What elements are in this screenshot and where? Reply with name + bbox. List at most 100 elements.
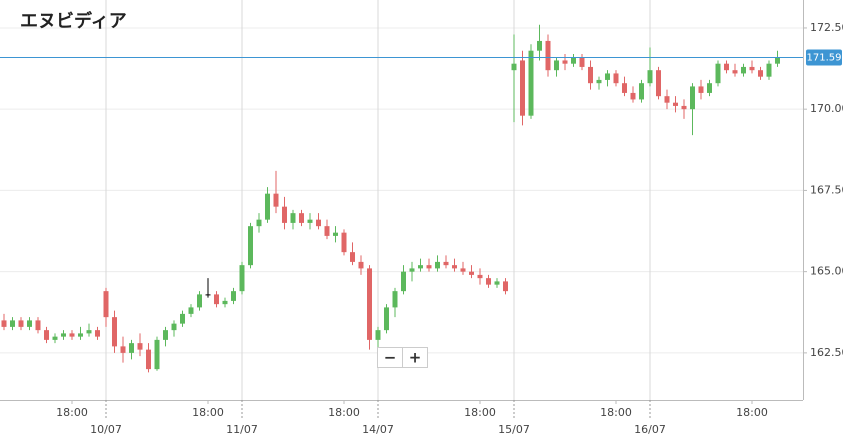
- candle-body: [205, 294, 211, 296]
- candle-body: [256, 219, 262, 227]
- y-tick-label: 172.50: [810, 21, 843, 34]
- candle-body: [95, 330, 100, 337]
- x-tick-label: 11/07: [226, 423, 258, 436]
- candle-body: [477, 274, 483, 279]
- candle-body: [681, 105, 687, 110]
- candle-body: [452, 265, 457, 269]
- candle-body: [188, 307, 194, 314]
- candle-body: [554, 60, 559, 71]
- candle-body: [239, 265, 245, 292]
- candle-body: [545, 40, 551, 71]
- candle-body: [741, 66, 746, 74]
- candle-body: [673, 102, 678, 106]
- candle-body: [460, 268, 466, 272]
- candle-body: [613, 73, 619, 84]
- y-tick-label: 170.00: [810, 102, 843, 115]
- candle-body: [52, 336, 58, 340]
- candle-body: [214, 294, 219, 305]
- candle-body: [494, 281, 500, 285]
- candle-body: [537, 40, 542, 51]
- candle-body: [571, 57, 576, 64]
- candle-body: [129, 343, 134, 353]
- candle-body: [341, 232, 347, 253]
- candle-body: [715, 63, 721, 84]
- candle-body: [656, 70, 661, 97]
- candle-body: [690, 86, 695, 110]
- candle-body: [520, 60, 525, 116]
- candle-body: [469, 271, 474, 275]
- y-tick-label: 165.00: [810, 265, 843, 278]
- candle-body: [775, 57, 780, 64]
- candle-body: [120, 346, 126, 353]
- candle-body: [265, 193, 270, 220]
- candle-body: [511, 63, 517, 71]
- candle-body: [707, 83, 712, 93]
- candle-body: [401, 271, 406, 292]
- candle-body: [375, 330, 381, 340]
- plot: [0, 0, 803, 400]
- x-tick-label: 18:00: [328, 406, 360, 419]
- candle-body: [61, 333, 66, 337]
- candle-body: [664, 96, 670, 103]
- candle-body: [384, 307, 389, 331]
- candle-body: [69, 333, 75, 337]
- candle-body: [299, 213, 304, 223]
- candle-body: [596, 79, 602, 84]
- candle-body: [35, 320, 41, 331]
- candle-body: [367, 268, 372, 340]
- candle-body: [588, 66, 593, 84]
- last-price-box: [806, 49, 842, 66]
- candle-body: [197, 294, 202, 308]
- candle-body: [435, 261, 440, 269]
- candle-body: [1, 320, 7, 327]
- candle-body: [333, 232, 338, 236]
- candle-body: [698, 86, 704, 93]
- candle-body: [579, 57, 585, 67]
- y-tick-label: 167.50: [810, 183, 843, 196]
- candle-body: [724, 63, 729, 71]
- candle-body: [766, 63, 772, 77]
- x-tick-label: 18:00: [56, 406, 88, 419]
- zoom-controls: − +: [377, 347, 428, 368]
- candle-body: [290, 213, 296, 223]
- x-tick-label: 18:00: [192, 406, 224, 419]
- candle-body: [231, 291, 236, 301]
- x-tick-label: 18:00: [464, 406, 496, 419]
- candle-body: [222, 300, 228, 305]
- x-tick-label: 10/07: [90, 423, 122, 436]
- candle-body: [443, 261, 449, 266]
- candle-body: [316, 219, 321, 227]
- candle-body: [86, 330, 92, 334]
- candle-body: [137, 343, 143, 350]
- candle-body: [282, 206, 287, 223]
- candle-body: [418, 265, 423, 269]
- candle-body: [486, 278, 491, 285]
- candle-body: [248, 226, 253, 266]
- candle-body: [758, 70, 763, 77]
- candle-body: [112, 317, 117, 347]
- candle-body: [350, 252, 355, 262]
- candle-body: [358, 261, 364, 269]
- candle-body: [392, 291, 398, 308]
- candle-body: [605, 73, 610, 80]
- x-tick-label: 14/07: [362, 423, 394, 436]
- candle-body: [409, 268, 415, 272]
- x-tick-label: 18:00: [736, 406, 768, 419]
- zoom-in-button[interactable]: +: [409, 349, 422, 367]
- candle-body: [154, 339, 160, 370]
- candle-body: [622, 83, 627, 93]
- candle-body: [78, 333, 83, 337]
- candle-body: [749, 66, 755, 71]
- candle-body: [732, 70, 738, 74]
- candle-body: [10, 320, 15, 327]
- candle-body: [307, 219, 313, 223]
- zoom-out-button[interactable]: −: [384, 349, 397, 367]
- candle-body: [18, 320, 24, 327]
- candle-body: [171, 323, 177, 331]
- candle-body: [273, 193, 279, 207]
- candle-body: [503, 281, 508, 292]
- y-tick-label: 162.50: [810, 346, 843, 359]
